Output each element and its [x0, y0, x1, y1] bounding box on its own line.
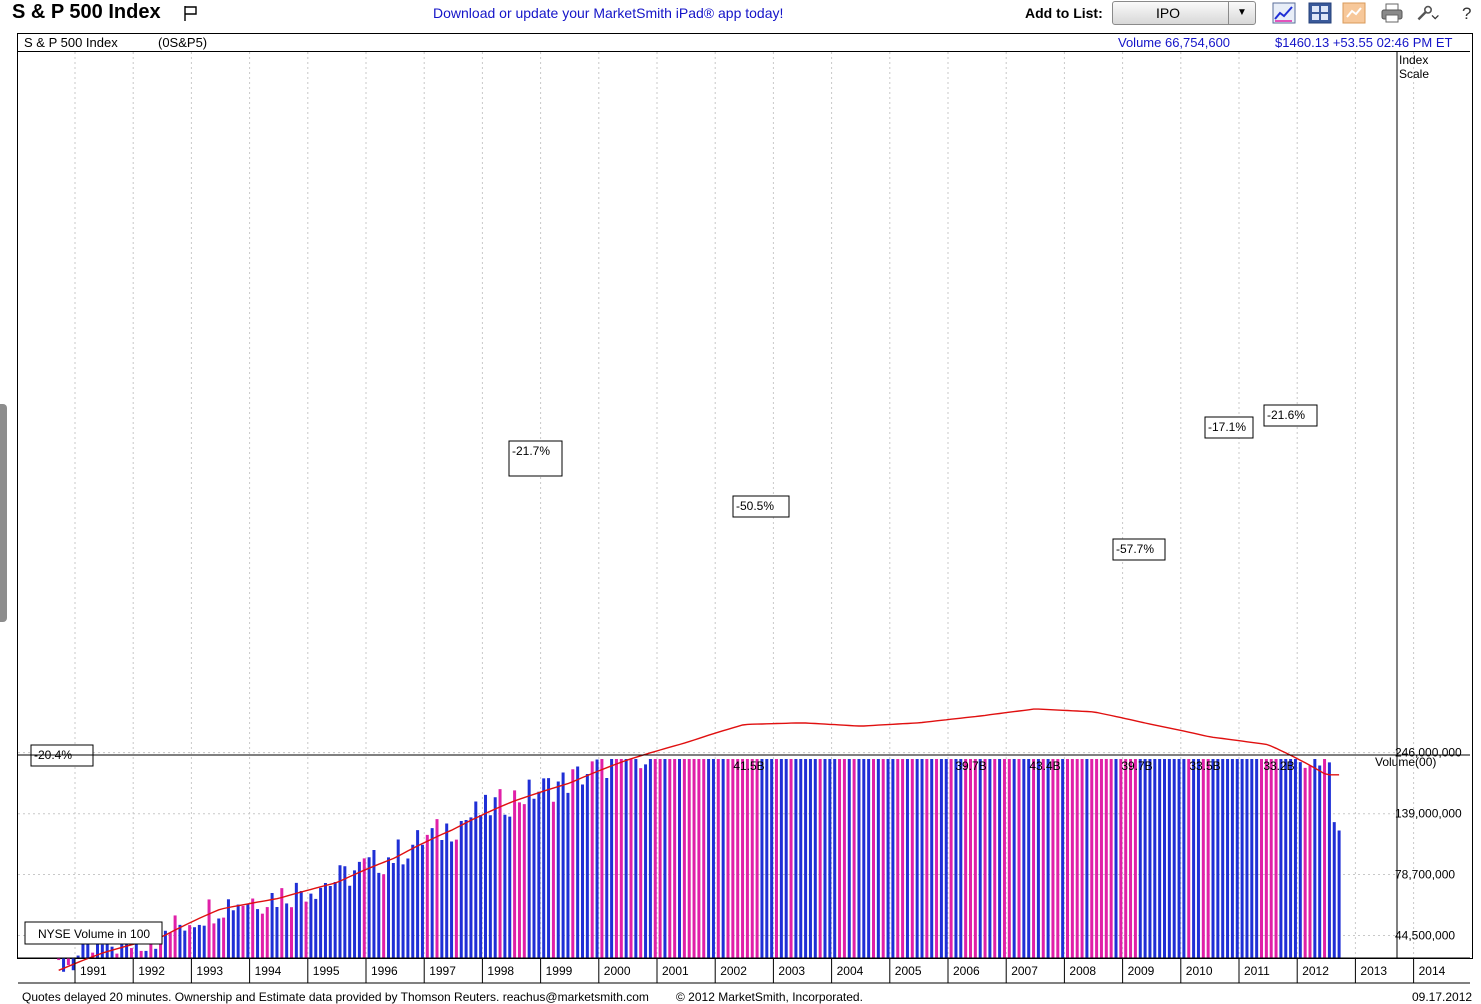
- ipad-app-link[interactable]: Download or update your MarketSmith iPad…: [433, 5, 784, 21]
- screen-icon[interactable]: [1342, 2, 1366, 24]
- year-tick-label: 2011: [1244, 964, 1270, 978]
- year-tick-label: 2014: [1419, 964, 1446, 978]
- year-tick-label: 1999: [546, 964, 573, 978]
- help-icon[interactable]: ?: [1456, 2, 1480, 24]
- axes: 1991 1992 1993 1994 1995 1996 1997 1998 1999 2000…: [18, 52, 1470, 984]
- percent-box: [1204, 416, 1254, 439]
- percent-box-label: -57.7%: [1116, 542, 1154, 556]
- percent-box-label: -21.7%: [512, 444, 550, 458]
- year-tick-label: 2001: [662, 964, 689, 978]
- volume-annotation: 33.5B: [1189, 759, 1220, 773]
- volume-axis-label: Volume(00): [1375, 755, 1436, 769]
- flag-icon[interactable]: [183, 5, 199, 21]
- year-tick-label: 2012: [1302, 964, 1329, 978]
- year-tick-label: 2004: [837, 964, 864, 978]
- index-scale-label-line1: Index: [1399, 53, 1428, 67]
- chart-style-icon[interactable]: [1272, 2, 1296, 24]
- volume-annotations: 41.5B 39.7B 43.4B 39.7B 33.5B 33.2B: [733, 759, 1294, 773]
- index-symbol: (0S&P5): [158, 35, 208, 50]
- chart-grid: [18, 52, 1415, 958]
- year-tick-label: 2013: [1360, 964, 1387, 978]
- year-tick-label: 1992: [138, 964, 165, 978]
- year-tick-label: 1996: [371, 964, 398, 978]
- year-tick-label: 2003: [778, 964, 805, 978]
- svg-text:?: ?: [1462, 4, 1471, 23]
- top-toolbar: S & P 500 Index Download or update your …: [0, 0, 1481, 30]
- year-tick-label: 1995: [313, 964, 340, 978]
- year-tick-label: 2009: [1128, 964, 1155, 978]
- year-tick-label: 2000: [604, 964, 631, 978]
- footer-disclaimer: Quotes delayed 20 minutes. Ownership and…: [22, 990, 649, 1004]
- volume-annotation: 39.7B: [955, 759, 986, 773]
- percent-box: [508, 440, 563, 477]
- volume-annotation: 33.2B: [1263, 759, 1294, 773]
- year-tick-label: 2002: [720, 964, 747, 978]
- percent-box: [1263, 404, 1318, 427]
- year-tick-label: 2007: [1011, 964, 1038, 978]
- layout-icon[interactable]: [1308, 2, 1332, 24]
- volume-annotation: 39.7B: [1121, 759, 1152, 773]
- chevron-down-icon[interactable]: ▼: [1228, 2, 1255, 24]
- volume-tick-label: 139,000,000: [1395, 807, 1462, 821]
- quote-info-bar: S & P 500 Index (0S&P5) Volume 66,754,60…: [18, 34, 1470, 52]
- year-tick-label: 1997: [429, 964, 456, 978]
- percent-box: [1112, 538, 1166, 561]
- percent-boxes: -20.4%-21.7%-50.5%-57.7%-17.1%-21.6%: [30, 404, 1318, 767]
- page-title: S & P 500 Index: [12, 1, 161, 23]
- percent-box-label: -21.6%: [1267, 408, 1305, 422]
- year-tick-label: 2008: [1069, 964, 1096, 978]
- print-icon[interactable]: [1380, 2, 1404, 24]
- percent-box-label: -50.5%: [736, 499, 774, 513]
- percent-box: [732, 495, 790, 518]
- percent-box-label: -17.1%: [1208, 420, 1246, 434]
- index-scale-label-line2: Scale: [1399, 67, 1429, 81]
- footer-date: 09.17.2012: [1412, 990, 1473, 1004]
- volume-tick-label: 78,700,000: [1395, 868, 1455, 882]
- add-to-list-label: Add to List:: [1025, 5, 1103, 21]
- year-tick-label: 1998: [487, 964, 514, 978]
- index-name: S & P 500 Index: [24, 35, 118, 50]
- volume-annotation: 41.5B: [733, 759, 764, 773]
- volume-tick-label: 44,500,000: [1395, 929, 1455, 943]
- year-tick-label: 1991: [80, 964, 107, 978]
- volume-readout: Volume 66,754,600: [1118, 35, 1231, 50]
- side-panel-handle[interactable]: [0, 404, 7, 622]
- tools-icon[interactable]: [1416, 2, 1440, 24]
- volume-annotation: 43.4B: [1029, 759, 1060, 773]
- year-tick-label: 1993: [196, 964, 223, 978]
- year-tick-label: 2010: [1186, 964, 1213, 978]
- year-tick-label: 1994: [255, 964, 282, 978]
- list-select[interactable]: IPO ▼: [1112, 1, 1256, 25]
- volume-legend-box: [24, 921, 163, 945]
- price-readout: $1460.13 +53.55 02:46 PM ET: [1275, 35, 1453, 50]
- volume-tick-label: 246,000,000: [1395, 746, 1462, 760]
- volume-bars: [57, 759, 1341, 972]
- list-select-value: IPO: [1155, 5, 1181, 21]
- footer-copyright: © 2012 MarketSmith, Incorporated.: [676, 990, 863, 1004]
- year-tick-label: 2006: [953, 964, 980, 978]
- year-tick-label: 2005: [895, 964, 922, 978]
- volume-legend: NYSE Volume in 100: [38, 927, 150, 941]
- volume-moving-average: [58, 708, 1340, 971]
